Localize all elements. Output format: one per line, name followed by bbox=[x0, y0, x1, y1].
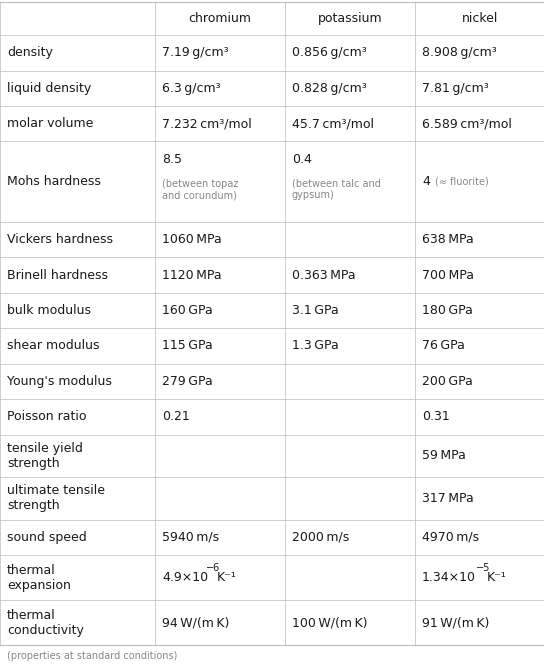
Text: (properties at standard conditions): (properties at standard conditions) bbox=[7, 651, 177, 661]
Text: 8.908 g/cm³: 8.908 g/cm³ bbox=[422, 46, 497, 59]
Text: 1120 MPa: 1120 MPa bbox=[162, 269, 221, 281]
Text: Vickers hardness: Vickers hardness bbox=[7, 233, 113, 246]
Text: 59 MPa: 59 MPa bbox=[422, 450, 466, 462]
Text: potassium: potassium bbox=[318, 12, 382, 25]
Text: 100 W/(m K): 100 W/(m K) bbox=[292, 616, 368, 629]
Text: 1.3 GPa: 1.3 GPa bbox=[292, 340, 339, 352]
Text: Poisson ratio: Poisson ratio bbox=[7, 410, 86, 424]
Text: 6.3 g/cm³: 6.3 g/cm³ bbox=[162, 82, 221, 95]
Text: 115 GPa: 115 GPa bbox=[162, 340, 213, 352]
Text: chromium: chromium bbox=[189, 12, 251, 25]
Text: 76 GPa: 76 GPa bbox=[422, 340, 465, 352]
Text: nickel: nickel bbox=[462, 12, 498, 25]
Text: −6: −6 bbox=[206, 563, 220, 573]
Text: K⁻¹: K⁻¹ bbox=[487, 571, 507, 584]
Text: 0.4: 0.4 bbox=[292, 153, 312, 165]
Text: 7.19 g/cm³: 7.19 g/cm³ bbox=[162, 46, 228, 59]
Text: 8.5: 8.5 bbox=[162, 153, 182, 165]
Text: 700 MPa: 700 MPa bbox=[422, 269, 474, 281]
Text: liquid density: liquid density bbox=[7, 82, 91, 95]
Text: (between talc and
gypsum): (between talc and gypsum) bbox=[292, 179, 381, 201]
Text: 0.31: 0.31 bbox=[422, 410, 450, 424]
Text: bulk modulus: bulk modulus bbox=[7, 304, 91, 317]
Text: 7.81 g/cm³: 7.81 g/cm³ bbox=[422, 82, 489, 95]
Text: 1060 MPa: 1060 MPa bbox=[162, 233, 222, 246]
Text: (≈ fluorite): (≈ fluorite) bbox=[435, 177, 489, 187]
Text: 1.34×10: 1.34×10 bbox=[422, 571, 476, 584]
Text: 4970 m/s: 4970 m/s bbox=[422, 531, 479, 544]
Text: K⁻¹: K⁻¹ bbox=[217, 571, 237, 584]
Text: 94 W/(m K): 94 W/(m K) bbox=[162, 616, 230, 629]
Text: 0.21: 0.21 bbox=[162, 410, 190, 424]
Text: 279 GPa: 279 GPa bbox=[162, 375, 213, 388]
Text: Young's modulus: Young's modulus bbox=[7, 375, 112, 388]
Text: 638 MPa: 638 MPa bbox=[422, 233, 474, 246]
Text: 45.7 cm³/mol: 45.7 cm³/mol bbox=[292, 117, 374, 130]
Text: 180 GPa: 180 GPa bbox=[422, 304, 473, 317]
Text: −5: −5 bbox=[476, 563, 490, 573]
Text: Mohs hardness: Mohs hardness bbox=[7, 175, 101, 188]
Text: 6.589 cm³/mol: 6.589 cm³/mol bbox=[422, 117, 512, 130]
Text: 5940 m/s: 5940 m/s bbox=[162, 531, 219, 544]
Text: tensile yield
strength: tensile yield strength bbox=[7, 442, 83, 470]
Text: thermal
conductivity: thermal conductivity bbox=[7, 608, 84, 636]
Text: 0.856 g/cm³: 0.856 g/cm³ bbox=[292, 46, 367, 59]
Text: 4.9×10: 4.9×10 bbox=[162, 571, 208, 584]
Text: Brinell hardness: Brinell hardness bbox=[7, 269, 108, 281]
Text: molar volume: molar volume bbox=[7, 117, 94, 130]
Text: sound speed: sound speed bbox=[7, 531, 86, 544]
Text: 91 W/(m K): 91 W/(m K) bbox=[422, 616, 490, 629]
Text: 317 MPa: 317 MPa bbox=[422, 492, 474, 505]
Text: 7.232 cm³/mol: 7.232 cm³/mol bbox=[162, 117, 252, 130]
Text: 4: 4 bbox=[422, 175, 430, 188]
Text: 2000 m/s: 2000 m/s bbox=[292, 531, 349, 544]
Text: ultimate tensile
strength: ultimate tensile strength bbox=[7, 484, 105, 512]
Text: density: density bbox=[7, 46, 53, 59]
Text: 200 GPa: 200 GPa bbox=[422, 375, 473, 388]
Text: 160 GPa: 160 GPa bbox=[162, 304, 213, 317]
Text: 0.828 g/cm³: 0.828 g/cm³ bbox=[292, 82, 367, 95]
Text: 0.363 MPa: 0.363 MPa bbox=[292, 269, 356, 281]
Text: shear modulus: shear modulus bbox=[7, 340, 100, 352]
Text: thermal
expansion: thermal expansion bbox=[7, 564, 71, 592]
Text: 3.1 GPa: 3.1 GPa bbox=[292, 304, 339, 317]
Text: (between topaz
and corundum): (between topaz and corundum) bbox=[162, 179, 238, 201]
